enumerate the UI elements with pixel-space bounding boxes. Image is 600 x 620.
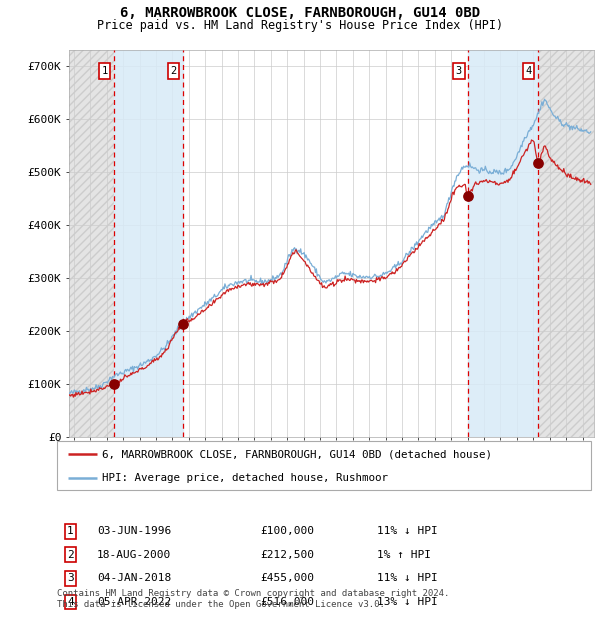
Point xyxy=(463,190,473,200)
FancyBboxPatch shape xyxy=(57,441,591,490)
Text: Contains HM Land Registry data © Crown copyright and database right 2024.
This d: Contains HM Land Registry data © Crown c… xyxy=(57,590,449,609)
Text: 3: 3 xyxy=(67,574,74,583)
Text: Price paid vs. HM Land Registry's House Price Index (HPI): Price paid vs. HM Land Registry's House … xyxy=(97,19,503,32)
Text: £516,000: £516,000 xyxy=(260,597,314,607)
Bar xyxy=(538,50,594,437)
Text: 2: 2 xyxy=(67,550,74,560)
Text: 6, MARROWBROOK CLOSE, FARNBOROUGH, GU14 0BD: 6, MARROWBROOK CLOSE, FARNBOROUGH, GU14 … xyxy=(120,6,480,20)
Point xyxy=(178,319,188,329)
Text: 6, MARROWBROOK CLOSE, FARNBOROUGH, GU14 0BD (detached house): 6, MARROWBROOK CLOSE, FARNBOROUGH, GU14 … xyxy=(103,450,493,459)
Bar xyxy=(468,50,538,437)
Text: £100,000: £100,000 xyxy=(260,526,314,536)
Text: £455,000: £455,000 xyxy=(260,574,314,583)
Text: 1: 1 xyxy=(67,526,74,536)
Text: 18-AUG-2000: 18-AUG-2000 xyxy=(97,550,172,560)
Text: 1% ↑ HPI: 1% ↑ HPI xyxy=(377,550,431,560)
Bar xyxy=(113,50,183,437)
Text: 13% ↓ HPI: 13% ↓ HPI xyxy=(377,597,438,607)
Text: 2: 2 xyxy=(170,66,177,76)
Text: 1: 1 xyxy=(101,66,107,76)
Text: 05-APR-2022: 05-APR-2022 xyxy=(97,597,172,607)
Text: 03-JUN-1996: 03-JUN-1996 xyxy=(97,526,172,536)
Text: HPI: Average price, detached house, Rushmoor: HPI: Average price, detached house, Rush… xyxy=(103,472,388,483)
Bar xyxy=(69,50,113,437)
Point xyxy=(109,379,118,389)
Text: 04-JAN-2018: 04-JAN-2018 xyxy=(97,574,172,583)
Text: 11% ↓ HPI: 11% ↓ HPI xyxy=(377,526,438,536)
Text: 3: 3 xyxy=(455,66,462,76)
Text: £212,500: £212,500 xyxy=(260,550,314,560)
Point xyxy=(533,158,542,168)
Text: 11% ↓ HPI: 11% ↓ HPI xyxy=(377,574,438,583)
Text: 4: 4 xyxy=(67,597,74,607)
Text: 4: 4 xyxy=(526,66,532,76)
